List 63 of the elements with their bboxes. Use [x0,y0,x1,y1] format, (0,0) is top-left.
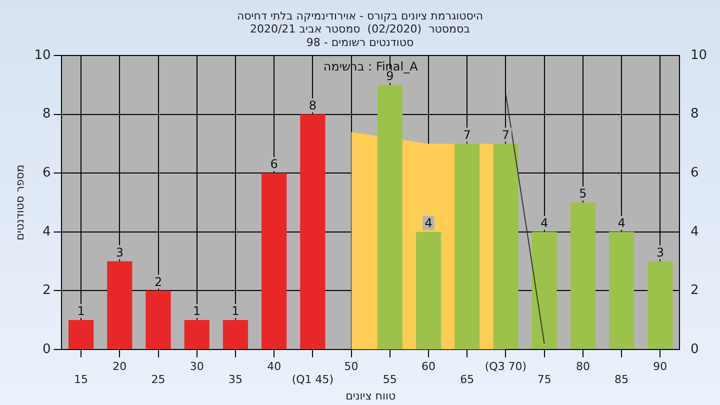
bar [570,202,596,349]
bar [300,114,326,349]
bar [416,232,442,349]
text: היסטוגרמת ציונים בקורס - אוירודינמיקה בלתי דחיסה [236,9,484,22]
x-tick-label: 15 [74,373,88,386]
data-label: 9 [386,69,394,84]
data-label: 3 [116,245,124,260]
text: בסמסטר (02/2020) סמסטר אביב 2020/21 [250,22,470,36]
x-tick-label: 75 [537,373,552,386]
data-label: 4 [424,216,432,230]
text: סטודנטים רשומים - 98 [306,36,414,49]
y-tick-label: 6 [42,165,51,180]
data-label: 1 [193,304,201,318]
bar [184,320,210,349]
y2-tick-label: 10 [690,48,708,63]
x-tick-label: 80 [576,360,590,373]
x-axis-title: טווח ציונים [346,389,396,402]
data-label: 7 [463,128,471,142]
x-tick-label: (Q1 45) [292,373,334,386]
x-tick-label: 30 [190,360,204,373]
data-label: 1 [77,304,85,318]
data-label: 4 [618,216,626,230]
y2-tick-label: 0 [690,342,699,357]
x-tick-label: 55 [382,373,397,386]
bar [532,232,557,349]
y2-tick-label: 4 [690,224,699,240]
y-tick-label: 0 [42,342,51,357]
bar [146,290,171,349]
bar [377,84,402,349]
data-label: 8 [308,98,317,112]
bar [107,261,132,349]
x-tick-label: 25 [151,373,166,386]
x-tick-label: 20 [112,360,127,373]
data-label: 2 [154,274,162,289]
y-axis-title: מספר סטודנטים [13,164,26,240]
bar [454,144,480,349]
y-tick-label: 4 [42,224,51,240]
x-tick-label: (Q3 70) [484,360,527,373]
bar [493,144,518,349]
bar [68,320,94,349]
bar [648,261,673,349]
x-tick-label: 35 [228,373,242,386]
y2-tick-label: 6 [690,165,699,180]
data-label: 6 [270,157,278,172]
data-label: 4 [540,216,548,230]
x-tick-label: 85 [614,373,629,386]
y-tick-label: 10 [34,48,51,63]
y2-tick-label: 8 [690,106,699,122]
x-tick-label: 60 [422,360,436,373]
data-label: 1 [232,304,240,318]
bar [609,232,634,349]
y-tick-label: 8 [42,106,51,122]
data-label: 3 [656,245,664,260]
y2-tick-label: 2 [690,283,699,298]
x-tick-label: 65 [460,373,474,386]
data-label: 5 [579,186,587,201]
data-label: 7 [502,128,510,142]
x-tick-label: 40 [267,360,282,373]
bar [262,173,287,349]
bar [222,320,248,349]
x-tick-label: 50 [344,360,358,373]
y-tick-label: 2 [42,283,51,298]
x-tick-label: 90 [653,360,668,373]
